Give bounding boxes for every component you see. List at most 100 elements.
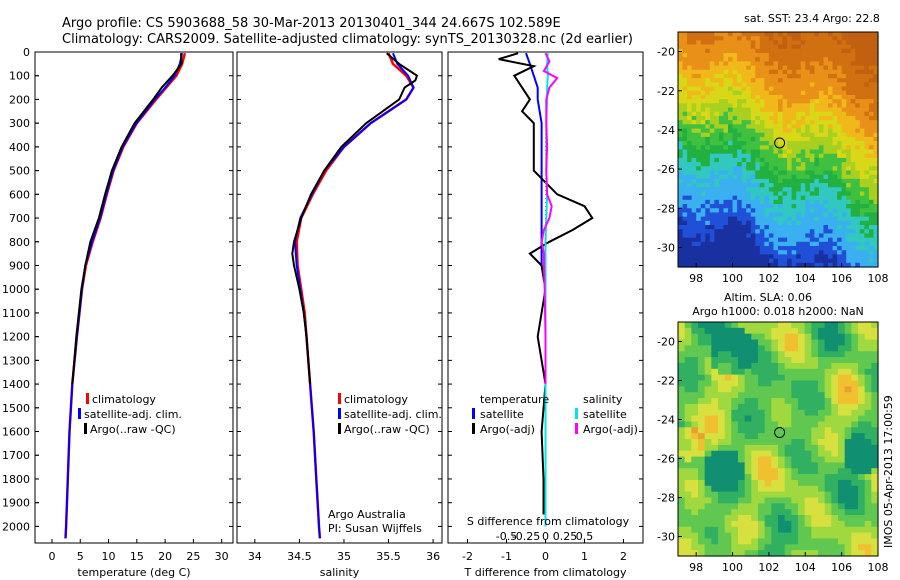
map-cell [758, 444, 766, 452]
map-cell [728, 187, 734, 193]
map-cell [796, 229, 802, 235]
map-cell [791, 485, 799, 493]
map-cell [768, 237, 775, 243]
map-cell [709, 120, 715, 125]
x-tick-label: -1 [501, 550, 512, 563]
map-cell [782, 107, 788, 113]
map-cell [750, 141, 756, 146]
map-cell [728, 220, 734, 226]
map-cell [850, 258, 856, 264]
map-cell [871, 515, 879, 522]
map-y-tick-label: -30 [657, 241, 675, 254]
map-cell [705, 162, 711, 167]
map-cell [818, 491, 826, 499]
map-cell [704, 374, 712, 382]
map-cell [771, 362, 779, 370]
map-cell [782, 254, 788, 260]
map-cell [704, 444, 712, 452]
map-cell [851, 491, 859, 499]
map-cell [758, 515, 766, 522]
map-cell [773, 90, 779, 96]
map-cell [809, 199, 815, 205]
map-cell [728, 103, 734, 109]
map-cell [868, 162, 875, 167]
map-cell [759, 216, 765, 222]
map-cell [832, 136, 838, 142]
map-cell [728, 124, 734, 130]
map-cell [782, 153, 788, 159]
map-cell [828, 86, 834, 92]
map-cell [828, 107, 834, 113]
map-cell [778, 48, 784, 54]
map-cell [705, 86, 711, 92]
map-cell [824, 398, 832, 405]
map-cell [732, 99, 738, 104]
map-cell [791, 456, 799, 463]
map-cell [868, 36, 875, 41]
map-cell [787, 187, 793, 193]
s-tick-label: 0 [542, 530, 549, 543]
map-cell [724, 386, 732, 393]
map-cell [787, 82, 793, 88]
map-cell [764, 439, 772, 446]
map-cell [758, 327, 766, 335]
map-cell [682, 111, 688, 117]
map-cell [871, 544, 879, 551]
map-cell [750, 212, 756, 218]
map-cell [732, 233, 738, 239]
map-cell [818, 220, 825, 226]
map-cell [684, 392, 692, 399]
map-cell [684, 532, 692, 540]
map-cell [746, 233, 752, 239]
map-cell [850, 166, 856, 172]
map-cell [804, 497, 812, 504]
map-cell [732, 73, 738, 79]
map-cell [837, 65, 843, 71]
map-cell [851, 333, 859, 341]
map-cell [687, 107, 693, 113]
map-cell [678, 187, 684, 193]
map-cell [718, 368, 726, 376]
map-cell [805, 48, 811, 54]
map-cell [682, 204, 688, 209]
map-cell [851, 427, 859, 434]
map-cell [782, 94, 788, 100]
map-cell [818, 166, 825, 172]
map-cell [764, 199, 770, 205]
map-cell [771, 322, 779, 329]
map-cell [759, 170, 765, 176]
map-cell [728, 229, 734, 235]
map-cell [809, 32, 815, 37]
map-cell [698, 398, 706, 405]
map-cell [778, 456, 786, 463]
map-cell [859, 149, 865, 155]
map-cell [738, 550, 746, 557]
map-cell [700, 216, 706, 222]
map-cell [850, 246, 856, 251]
map-cell [700, 174, 706, 180]
map-cell [787, 128, 793, 134]
map-cell [805, 166, 811, 172]
map-cell [678, 368, 686, 376]
map-cell [805, 220, 811, 226]
map-cell [814, 149, 820, 155]
map-cell [828, 157, 834, 163]
map-cell [841, 90, 847, 96]
map-cell [796, 225, 802, 230]
map-cell [691, 124, 697, 130]
map-cell [678, 141, 684, 146]
map-cell [823, 82, 829, 88]
map-cell [778, 479, 786, 487]
map-cell [758, 532, 766, 540]
map-cell [796, 99, 802, 104]
map-cell [741, 204, 747, 209]
map-cell [805, 199, 811, 205]
map-cell [798, 456, 806, 463]
map-cell [850, 250, 856, 256]
map-cell [798, 509, 806, 516]
map-cell [858, 415, 866, 423]
map-cell [696, 204, 702, 209]
map-y-tick-label: -24 [657, 414, 675, 427]
map-cell [838, 497, 846, 504]
map-cell [824, 450, 832, 458]
